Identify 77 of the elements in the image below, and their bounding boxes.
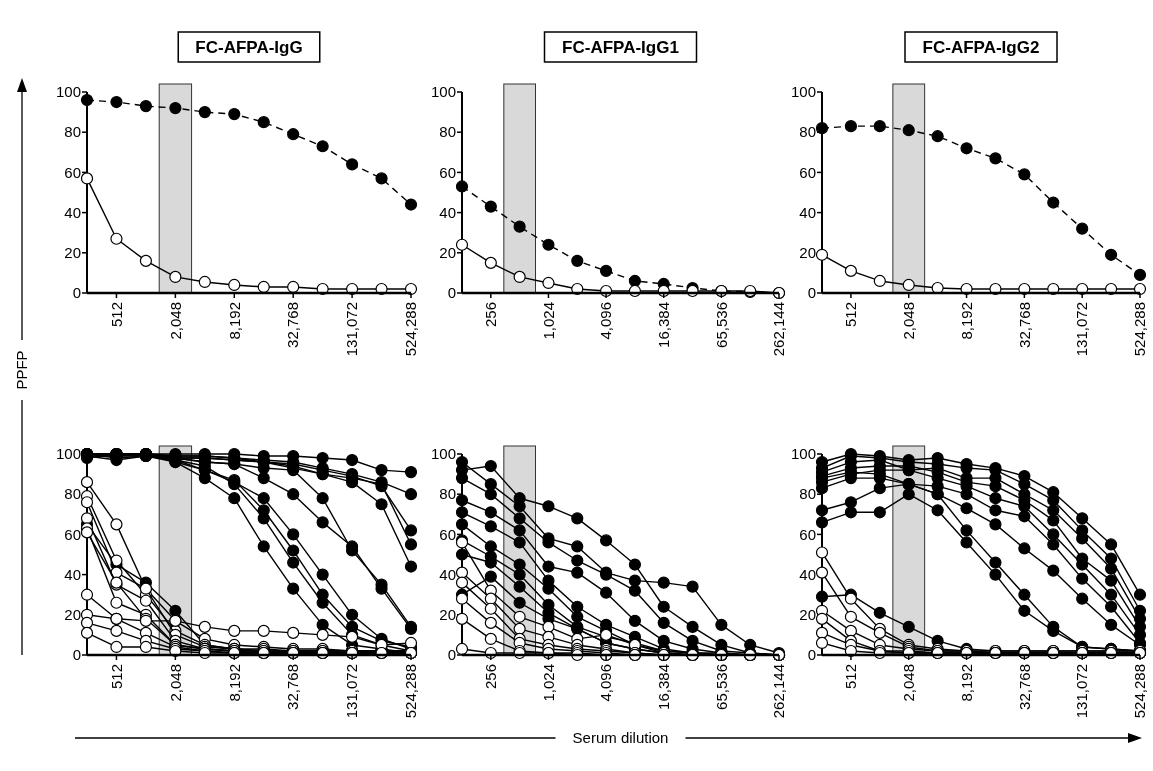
x-tick-label: 131,072 — [343, 302, 361, 357]
y-tick-label: 80 — [799, 123, 816, 141]
x-tick-label: 32,768 — [1015, 664, 1033, 710]
y-tick-label: 0 — [72, 284, 81, 302]
x-tick-label: 32,768 — [284, 664, 302, 710]
x-tick-label: 524,288 — [402, 302, 420, 357]
x-tick-label: 2,048 — [166, 302, 184, 340]
y-tick-label: 100 — [790, 445, 816, 463]
x-tick-label: 2,048 — [166, 664, 184, 702]
y-tick-label: 20 — [64, 244, 81, 262]
x-tick-label: 512 — [107, 664, 125, 690]
x-tick-label: 2,048 — [899, 302, 917, 340]
x-tick-label: 32,768 — [1015, 302, 1033, 348]
y-tick-label: 60 — [64, 525, 81, 543]
x-tick-label: 1,024 — [539, 302, 557, 340]
x-tick-label: 8,192 — [957, 302, 975, 340]
x-tick-label: 512 — [107, 302, 125, 328]
y-tick-label: 0 — [447, 284, 456, 302]
x-tick-label: 512 — [842, 664, 860, 690]
y-tick-label: 20 — [799, 244, 816, 262]
y-tick-label: 40 — [64, 203, 81, 221]
y-tick-label: 60 — [439, 163, 456, 181]
y-tick-label: 20 — [439, 244, 456, 262]
x-axis-title: Serum dilution — [572, 729, 669, 747]
x-tick-label: 16,384 — [654, 664, 672, 710]
y-tick-label: 40 — [799, 203, 816, 221]
y-tick-label: 0 — [807, 646, 816, 664]
y-tick-label: 60 — [799, 525, 816, 543]
y-tick-label: 80 — [799, 485, 816, 503]
x-tick-label: 8,192 — [225, 664, 243, 702]
x-tick-label: 2,048 — [899, 664, 917, 702]
y-tick-label: 20 — [439, 606, 456, 624]
y-tick-label: 80 — [64, 485, 81, 503]
y-tick-label: 0 — [807, 284, 816, 302]
chart-title: FC-AFPA-IgG1 — [562, 37, 679, 57]
y-tick-label: 40 — [799, 565, 816, 583]
x-tick-label: 8,192 — [957, 664, 975, 702]
x-tick-label: 262,144 — [770, 302, 788, 357]
x-tick-label: 1,024 — [539, 664, 557, 702]
y-tick-label: 100 — [430, 83, 456, 101]
y-tick-label: 40 — [64, 565, 81, 583]
y-tick-label: 100 — [55, 83, 81, 101]
y-tick-label: 40 — [439, 565, 456, 583]
x-tick-label: 65,536 — [712, 302, 730, 348]
y-tick-label: 60 — [799, 163, 816, 181]
x-tick-label: 131,072 — [1073, 302, 1091, 357]
y-tick-label: 80 — [439, 123, 456, 141]
x-tick-label: 524,288 — [402, 664, 420, 719]
y-tick-label: 100 — [790, 83, 816, 101]
x-tick-label: 256 — [482, 302, 500, 328]
y-tick-label: 0 — [447, 646, 456, 664]
y-tick-label: 80 — [64, 123, 81, 141]
y-tick-label: 20 — [799, 606, 816, 624]
x-tick-label: 524,288 — [1131, 302, 1149, 357]
x-tick-label: 65,536 — [712, 664, 730, 710]
y-tick-label: 60 — [439, 525, 456, 543]
y-tick-label: 80 — [439, 485, 456, 503]
x-tick-label: 16,384 — [654, 302, 672, 348]
y-tick-label: 40 — [439, 203, 456, 221]
x-tick-label: 256 — [482, 664, 500, 690]
x-tick-label: 4,096 — [597, 302, 615, 340]
x-tick-label: 131,072 — [1073, 664, 1091, 719]
y-tick-label: 60 — [64, 163, 81, 181]
y-tick-label: 100 — [430, 445, 456, 463]
x-tick-label: 4,096 — [597, 664, 615, 702]
x-tick-label: 524,288 — [1131, 664, 1149, 719]
x-tick-label: 262,144 — [770, 664, 788, 719]
chart-title: FC-AFPA-IgG2 — [922, 37, 1040, 57]
y-tick-label: 0 — [72, 646, 81, 664]
chart-title: FC-AFPA-IgG — [195, 37, 303, 57]
x-tick-label: 512 — [842, 302, 860, 328]
x-tick-label: 8,192 — [225, 302, 243, 340]
y-tick-label: 100 — [55, 445, 81, 463]
x-tick-label: 131,072 — [343, 664, 361, 719]
y-axis-title: PPFP — [13, 350, 31, 390]
x-tick-label: 32,768 — [284, 302, 302, 348]
y-tick-label: 20 — [64, 606, 81, 624]
